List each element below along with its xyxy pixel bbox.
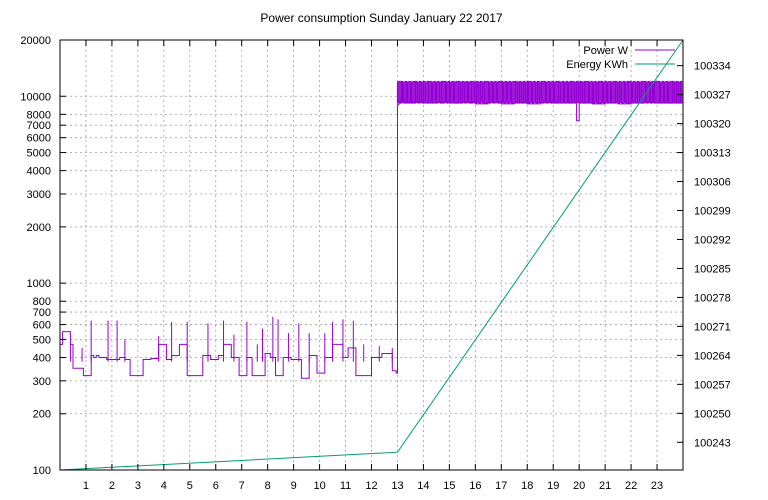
- x-tick-label: 7: [239, 480, 245, 492]
- y-left-tick-label: 6000: [27, 133, 51, 145]
- x-tick-label: 6: [213, 480, 219, 492]
- y-right-tick-label: 100264: [694, 350, 731, 362]
- x-tick-label: 1: [83, 480, 89, 492]
- y-right-tick-label: 100285: [694, 263, 731, 275]
- x-tick-label: 9: [291, 480, 297, 492]
- grid: [60, 40, 683, 470]
- x-tick-label: 16: [469, 480, 481, 492]
- y-right-tick-label: 100313: [694, 148, 731, 160]
- y-left-tick-label: 100: [33, 465, 51, 477]
- y-left-tick-label: 400: [33, 352, 51, 364]
- series-energy-kwh: [59, 39, 684, 471]
- y-right-tick-label: 100243: [694, 437, 731, 449]
- x-tick-label: 14: [417, 480, 429, 492]
- y-left-tick-label: 700: [33, 307, 51, 319]
- x-tick-label: 2: [109, 480, 115, 492]
- y-right-tick-label: 100327: [694, 90, 731, 102]
- y-right-tick-label: 100334: [694, 61, 731, 73]
- x-tick-label: 13: [391, 480, 403, 492]
- series-line: [59, 39, 684, 471]
- x-tick-label: 17: [495, 480, 507, 492]
- x-tick-label: 18: [521, 480, 533, 492]
- x-tick-label: 22: [625, 480, 637, 492]
- y-left-tick-label: 1000: [27, 278, 51, 290]
- x-tick-label: 21: [599, 480, 611, 492]
- y-right-tick-label: 100278: [694, 292, 731, 304]
- y-left-tick-label: 2000: [27, 222, 51, 234]
- legend: Power W Energy KWh: [566, 45, 675, 71]
- y-left-tick-label: 500: [33, 334, 51, 346]
- y-left-tick-label: 4000: [27, 166, 51, 178]
- y-right-tick-label: 100320: [694, 119, 731, 131]
- power-cycling-band: [396, 80, 683, 104]
- x-tick-label: 8: [265, 480, 271, 492]
- x-tick-label: 4: [161, 480, 167, 492]
- x-tick-label: 23: [651, 480, 663, 492]
- ticks: 1 2 3 4 5 6 7 8 9 10 11 12 13 14 15 16 17 18 19 20 21 22 23100…: [20, 35, 730, 492]
- y-left-tick-label: 600: [33, 320, 51, 332]
- series-line: [60, 99, 683, 379]
- y-left-tick-label: 8000: [27, 109, 51, 121]
- x-tick-label: 10: [313, 480, 325, 492]
- x-tick-label: 12: [365, 480, 377, 492]
- y-left-tick-label: 200: [33, 409, 51, 421]
- y-left-tick-label: 7000: [27, 120, 51, 132]
- y-right-tick-label: 100271: [694, 321, 731, 333]
- x-tick-label: 5: [187, 480, 193, 492]
- y-left-tick-label: 20000: [20, 35, 51, 47]
- y-left-tick-label: 10000: [20, 91, 51, 103]
- y-right-tick-label: 100299: [694, 206, 731, 218]
- legend-label: Power W: [583, 45, 628, 57]
- y-right-tick-label: 100292: [694, 234, 731, 246]
- x-tick-label: 19: [547, 480, 559, 492]
- x-tick-label: 20: [573, 480, 585, 492]
- chart-title: Power consumption Sunday January 22 2017: [260, 11, 502, 25]
- y-left-tick-label: 300: [33, 376, 51, 388]
- x-tick-label: 15: [443, 480, 455, 492]
- x-tick-label: 11: [340, 480, 351, 492]
- series-power-w: [60, 80, 683, 379]
- y-left-tick-label: 5000: [27, 148, 51, 160]
- y-right-tick-label: 100306: [694, 177, 731, 189]
- y-right-tick-label: 100257: [694, 379, 731, 391]
- y-left-tick-label: 800: [33, 296, 51, 308]
- series-layer: [59, 39, 684, 471]
- legend-label: Energy KWh: [566, 59, 628, 71]
- x-tick-label: 3: [135, 480, 141, 492]
- y-right-tick-label: 100250: [694, 408, 731, 420]
- y-left-tick-label: 3000: [27, 189, 51, 201]
